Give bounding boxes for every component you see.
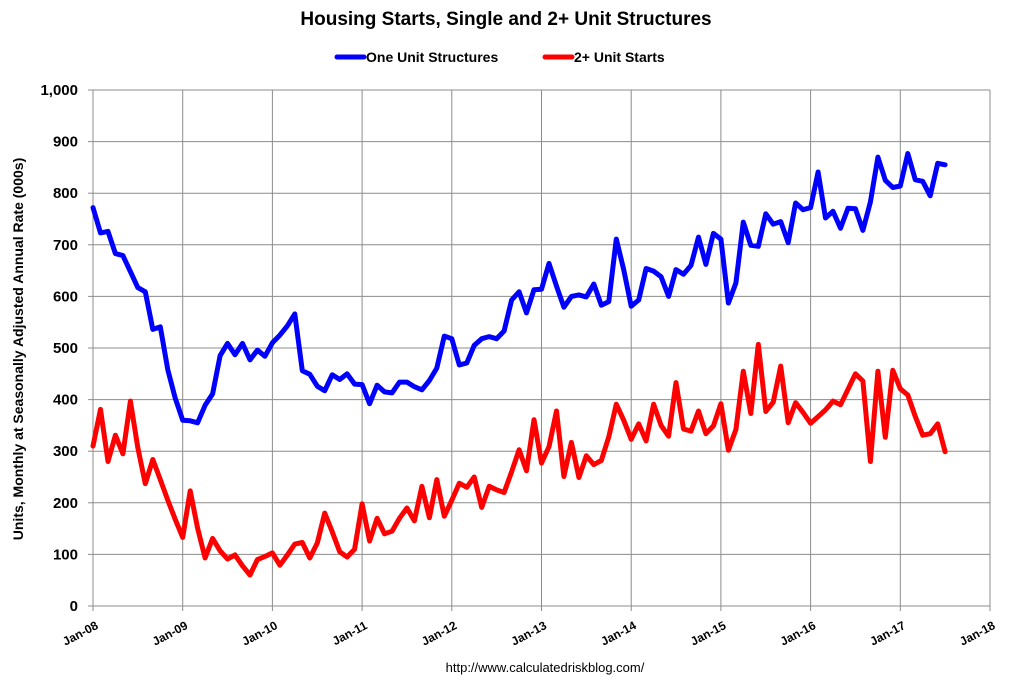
x-tick-label: Jan-13 (509, 618, 549, 648)
y-tick-label: 100 (53, 546, 78, 563)
y-tick-label: 900 (53, 134, 78, 151)
y-tick-label: 0 (70, 598, 78, 615)
series-line-two-plus-unit (90, 341, 948, 578)
x-tick-label: Jan-10 (240, 618, 280, 648)
x-axis-tick-labels: Jan-08 Jan-09 Jan-10 Jan-11 Jan-12 Jan-13 Jan-… (60, 618, 997, 648)
series-line-one-unit (90, 151, 948, 426)
y-tick-label: 300 (53, 443, 78, 460)
gridlines (88, 89, 991, 611)
x-tick-label: Jan-11 (330, 618, 370, 648)
x-tick-label: Jan-12 (419, 618, 459, 648)
x-tick-label: Jan-16 (778, 618, 818, 648)
legend-entry: One Unit Structures (366, 49, 498, 65)
y-tick-label: 1,000 (40, 82, 78, 99)
y-axis-label: Units, Monthly at Seasonally Adjusted An… (10, 158, 26, 540)
x-tick-label: Jan-15 (688, 618, 728, 648)
x-tick-label: Jan-18 (957, 618, 997, 648)
legend: One Unit Structures 2+ Unit Starts (334, 49, 665, 65)
y-tick-label: 200 (53, 495, 78, 512)
source-url: http://www.calculatedriskblog.com/ (446, 660, 645, 675)
chart-title: Housing Starts, Single and 2+ Unit Struc… (300, 9, 711, 30)
y-tick-label: 400 (53, 392, 78, 409)
y-tick-label: 700 (53, 237, 78, 254)
x-tick-label: Jan-09 (150, 618, 190, 648)
y-tick-label: 800 (53, 185, 78, 202)
x-tick-label: Jan-14 (598, 618, 638, 648)
x-tick-label: Jan-08 (60, 618, 100, 648)
y-axis-tick-labels: 0 100 200 300 400 500 600 700 800 900 1,000 (40, 82, 78, 615)
x-tick-label: Jan-17 (868, 618, 908, 648)
y-tick-label: 600 (53, 288, 78, 305)
legend-entry: 2+ Unit Starts (574, 49, 665, 65)
series-lines (90, 151, 948, 578)
y-tick-label: 500 (53, 340, 78, 357)
